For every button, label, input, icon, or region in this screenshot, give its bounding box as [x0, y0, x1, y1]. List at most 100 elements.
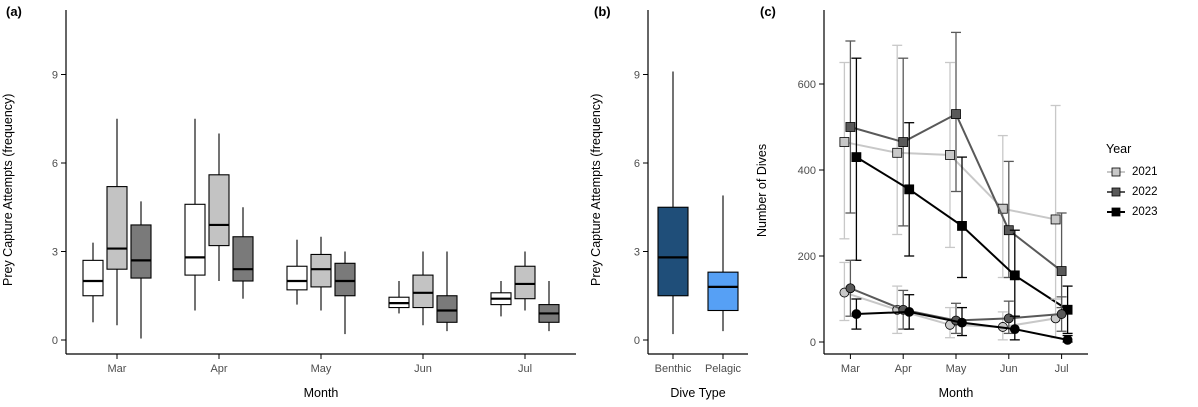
box-group-3-darkgray-Apr [232, 207, 254, 299]
circle-marker [1056, 309, 1067, 319]
box-iqr [232, 236, 254, 282]
x-tick-label: Jun [414, 363, 432, 375]
y-tick-label: 6 [52, 158, 58, 170]
panel-a-y-axis-title: Prey Capture Attempts (frequency) [1, 93, 15, 287]
legend-label: 2022 [1132, 186, 1158, 198]
y-tick-label: 200 [798, 251, 816, 263]
panel-a-plot: 0 3 6 9 Mar Apr May Jun Jul [52, 10, 576, 375]
x-tick-label: Apr [895, 363, 912, 375]
square-marker [951, 109, 961, 119]
square-marker [892, 147, 903, 158]
panel-b-y-axis-title: Prey Capture Attempts (frequency) [589, 93, 603, 287]
legend-item-2023: 2023 [1106, 205, 1158, 219]
box-group-2-lightgray-May [310, 236, 332, 311]
legend-item-2022: 2022 [1106, 185, 1158, 199]
panel-a-x-axis-title: Month [303, 386, 339, 400]
box-group-2-lightgray-Jul [514, 251, 536, 311]
panel-a-label: (a) [6, 4, 22, 19]
x-tick-label: Pelagic [705, 363, 742, 375]
x-tick-label: Jul [1055, 363, 1069, 375]
legend-item-2021: 2021 [1106, 165, 1158, 179]
panel-c-plot: 0 200 400 600 Mar Apr May Jun Jul [798, 10, 1088, 375]
square-marker [898, 137, 909, 147]
box-iqr [310, 253, 332, 288]
y-tick-label: 6 [634, 158, 640, 170]
square-marker [1009, 270, 1020, 281]
x-tick-label: May [946, 363, 967, 375]
panel-c-label: (c) [760, 4, 776, 19]
box-iqr [436, 295, 458, 323]
panel-b: (b) Prey Capture Attempts (frequency) 0 3… [588, 0, 754, 407]
box-group-1-white-Jul [490, 281, 512, 317]
y-tick-label: 0 [634, 335, 640, 347]
circle-marker [845, 283, 856, 294]
box-group-1-white-Mar [82, 242, 104, 323]
box-group-3-darkgray-Jun [436, 251, 458, 332]
square-marker [945, 150, 955, 160]
legend-label: 2023 [1132, 206, 1158, 218]
box-group-1-white-Apr [184, 118, 206, 311]
x-tick-label: Apr [210, 363, 227, 375]
box-group-3-darkgray-Jul [538, 281, 560, 332]
panel-c-x-axis-title: Month [938, 386, 974, 400]
box-group-3-darkgray-May [334, 251, 356, 335]
year-legend: Year 2021 2022 2023 [1106, 142, 1158, 225]
x-tick-label: May [311, 363, 332, 375]
y-tick-label: 9 [634, 70, 640, 82]
legend-key-square [1111, 207, 1121, 217]
y-tick-label: 9 [52, 70, 58, 82]
panel-b-label: (b) [594, 4, 611, 19]
y-tick-label: 0 [52, 335, 58, 347]
legend-title: Year [1106, 142, 1132, 156]
x-tick-label: Jun [1000, 363, 1018, 375]
series-2023-circle [851, 294, 1073, 345]
box-iqr [184, 203, 206, 276]
box-iqr [707, 271, 739, 312]
box-iqr [334, 262, 356, 297]
box-group-3-darkgray-Mar [130, 201, 152, 339]
y-tick-label: 0 [810, 337, 816, 349]
box-group-1-white-Jun [388, 281, 410, 314]
box-dive-type-Benthic [657, 71, 689, 335]
legend-key-icon [1107, 207, 1125, 217]
box-iqr [286, 265, 308, 291]
circle-marker [851, 309, 862, 319]
circle-marker [1062, 334, 1073, 345]
circle-marker [904, 306, 915, 317]
series-2021-square [839, 44, 1061, 300]
x-tick-label: Mar [841, 363, 860, 375]
box-iqr [657, 206, 689, 297]
box-iqr [82, 259, 104, 297]
y-tick-label: 3 [52, 247, 58, 259]
legend-label: 2021 [1132, 166, 1158, 178]
square-marker [957, 220, 967, 231]
box-iqr [412, 274, 434, 309]
x-tick-label: Jul [518, 363, 532, 375]
box-group-2-lightgray-Mar [106, 118, 128, 326]
box-iqr [130, 224, 152, 279]
legend-key-icon [1107, 187, 1125, 197]
square-marker [1050, 214, 1061, 225]
square-marker [1056, 266, 1067, 276]
square-marker [904, 184, 915, 195]
box-iqr [208, 174, 230, 247]
y-tick-label: 600 [798, 79, 816, 91]
box-group-2-lightgray-Apr [208, 133, 230, 281]
box-dive-type-Pelagic [707, 195, 739, 332]
series-2021-circle [839, 261, 1061, 341]
x-tick-label: Mar [108, 363, 127, 375]
panel-a: (a) Prey Capture Attempts (frequency) 0 3… [0, 0, 588, 407]
legend-key-square [1111, 167, 1121, 177]
box-group-2-lightgray-Jun [412, 251, 434, 326]
legend-items: 2021 2022 2023 [1106, 165, 1158, 219]
series-2022-square [845, 31, 1067, 309]
panel-c-y-axis-title: Number of Dives [755, 143, 769, 237]
legend-key-icon [1107, 167, 1125, 177]
panel-b-plot: 0 3 6 9 Benthic Pelagic [634, 10, 748, 375]
panel-c: (c) Number of Dives 0 200 400 600 Mar Apr May J… [754, 0, 1198, 407]
y-tick-label: 400 [798, 165, 816, 177]
circle-marker [957, 317, 967, 328]
square-marker [839, 137, 850, 147]
box-iqr [106, 186, 128, 270]
x-tick-label: Benthic [655, 363, 692, 375]
